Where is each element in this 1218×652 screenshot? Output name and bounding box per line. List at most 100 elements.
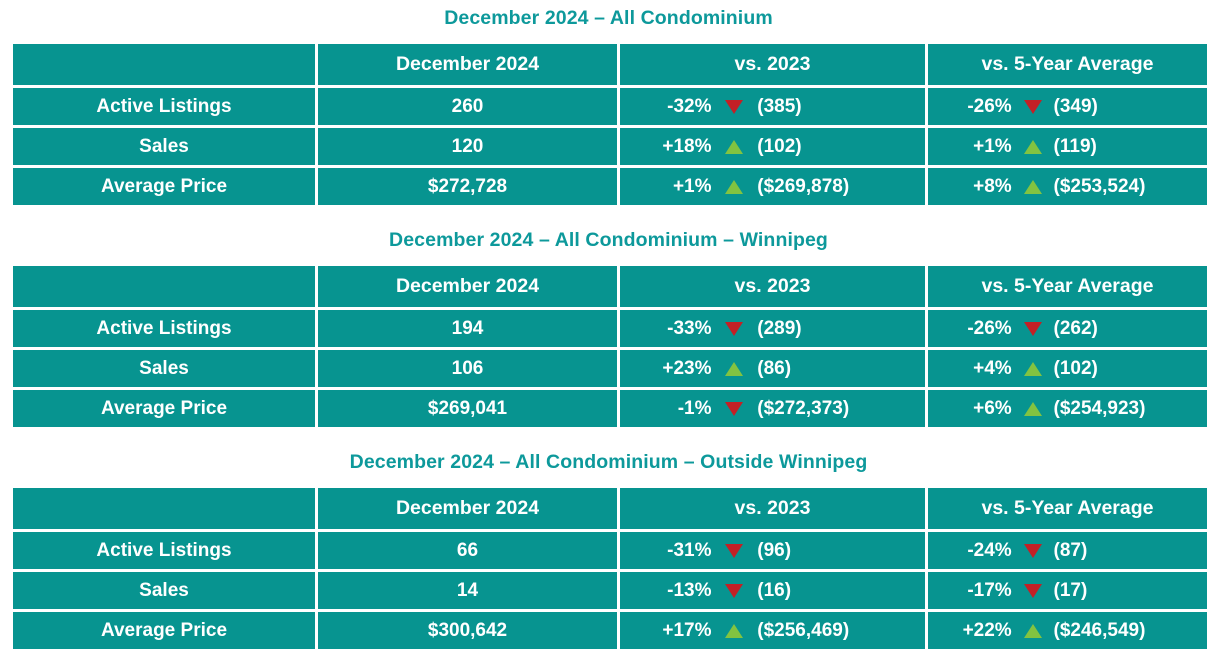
vs-5yr-cell: -26% (262) <box>925 307 1210 350</box>
triangle-down-icon <box>1023 543 1042 558</box>
vs-2023-cell: +18% (102) <box>617 125 928 168</box>
percent-change: +8% <box>973 175 1012 197</box>
triangle-down-icon <box>1023 321 1042 336</box>
vs-2023-cell: +17% ($256,469) <box>617 609 928 652</box>
december-value: $269,041 <box>315 387 620 430</box>
triangle-up-icon <box>1023 623 1042 638</box>
percent-change: -26% <box>967 95 1012 117</box>
vs-5yr-cell: +1% (119) <box>925 125 1210 168</box>
vs-2023-cell: -33% (289) <box>617 307 928 350</box>
table-row: Average Price $272,728 +1% ($269,878) +8… <box>10 165 1210 208</box>
table-row: Sales 120 +18% (102) +1% (119) <box>10 125 1210 168</box>
triangle-down-icon <box>725 99 744 114</box>
percent-change: +23% <box>662 357 712 379</box>
percent-change: +4% <box>973 357 1012 379</box>
section-all-condominium: December 2024 – All Condominium December… <box>10 7 1210 208</box>
col-header-vs-5yr: vs. 5-Year Average <box>925 263 1210 310</box>
reference-value: ($272,373) <box>757 397 850 419</box>
table-title: December 2024 – All Condominium – Outsid… <box>349 451 868 473</box>
vs-5yr-cell: +6% ($254,923) <box>925 387 1210 430</box>
corner-cell <box>10 41 318 88</box>
row-label: Average Price <box>10 609 318 652</box>
triangle-up-icon <box>725 139 744 154</box>
december-value: 66 <box>315 529 620 572</box>
triangle-up-icon <box>1023 361 1042 376</box>
reference-value: (87) <box>1053 539 1088 561</box>
row-label: Active Listings <box>10 307 318 350</box>
col-header-vs-2023: vs. 2023 <box>617 263 928 310</box>
corner-cell <box>10 263 318 310</box>
header-row: December 2024 vs. 2023 vs. 5-Year Averag… <box>10 485 1210 532</box>
december-value: 194 <box>315 307 620 350</box>
triangle-up-icon <box>725 623 744 638</box>
percent-change: +1% <box>672 175 712 197</box>
vs-5yr-cell: +22% ($246,549) <box>925 609 1210 652</box>
triangle-down-icon <box>725 543 744 558</box>
corner-cell <box>10 485 318 532</box>
december-value: $272,728 <box>315 165 620 208</box>
percent-change: -17% <box>967 579 1012 601</box>
reference-value: ($269,878) <box>757 175 850 197</box>
row-label: Average Price <box>10 387 318 430</box>
table-title: December 2024 – All Condominium – Winnip… <box>389 229 828 251</box>
table-row: Active Listings 66 -31% (96) -24% <box>10 529 1210 572</box>
table-row: Active Listings 260 -32% (385) -26% <box>10 85 1210 128</box>
stats-table-winnipeg: December 2024 vs. 2023 vs. 5-Year Averag… <box>10 263 1210 430</box>
table-row: Average Price $269,041 -1% ($272,373) +6… <box>10 387 1210 430</box>
row-label: Sales <box>10 347 318 390</box>
reference-value: (119) <box>1053 135 1097 157</box>
percent-change: +18% <box>662 135 712 157</box>
reference-value: (262) <box>1053 317 1098 339</box>
section-winnipeg: December 2024 – All Condominium – Winnip… <box>10 229 1210 430</box>
vs-5yr-cell: +8% ($253,524) <box>925 165 1210 208</box>
december-value: 106 <box>315 347 620 390</box>
reference-value: (16) <box>757 579 792 601</box>
row-label: Sales <box>10 125 318 168</box>
reference-value: ($256,469) <box>757 619 850 641</box>
triangle-up-icon <box>725 361 744 376</box>
vs-2023-cell: -32% (385) <box>617 85 928 128</box>
header-row: December 2024 vs. 2023 vs. 5-Year Averag… <box>10 263 1210 310</box>
stats-table-outside-winnipeg: December 2024 vs. 2023 vs. 5-Year Averag… <box>10 485 1210 652</box>
reference-value: (86) <box>757 357 792 379</box>
triangle-down-icon <box>725 583 744 598</box>
vs-2023-cell: +23% (86) <box>617 347 928 390</box>
reference-value: (102) <box>757 135 802 157</box>
december-value: 14 <box>315 569 620 612</box>
table-row: Sales 14 -13% (16) -17% (17) <box>10 569 1210 612</box>
col-header-vs-5yr: vs. 5-Year Average <box>925 41 1210 88</box>
col-header-december: December 2024 <box>315 263 620 310</box>
vs-2023-cell: -31% (96) <box>617 529 928 572</box>
table-row: Sales 106 +23% (86) +4% (102) <box>10 347 1210 390</box>
triangle-down-icon <box>725 401 744 416</box>
header-row: December 2024 vs. 2023 vs. 5-Year Averag… <box>10 41 1210 88</box>
table-row: Average Price $300,642 +17% ($256,469) +… <box>10 609 1210 652</box>
vs-2023-cell: -13% (16) <box>617 569 928 612</box>
row-label: Active Listings <box>10 529 318 572</box>
triangle-up-icon <box>1023 179 1042 194</box>
percent-change: -13% <box>667 579 712 601</box>
vs-5yr-cell: -24% (87) <box>925 529 1210 572</box>
percent-change: -31% <box>667 539 712 561</box>
percent-change: -33% <box>667 317 712 339</box>
reference-value: (289) <box>757 317 802 339</box>
reference-value: (96) <box>757 539 792 561</box>
triangle-down-icon <box>1023 99 1042 114</box>
reference-value: (102) <box>1053 357 1098 379</box>
december-value: 120 <box>315 125 620 168</box>
percent-change: +22% <box>962 619 1012 641</box>
col-header-december: December 2024 <box>315 485 620 532</box>
col-header-vs-5yr: vs. 5-Year Average <box>925 485 1210 532</box>
col-header-vs-2023: vs. 2023 <box>617 41 928 88</box>
percent-change: -32% <box>667 95 712 117</box>
percent-change: +1% <box>973 135 1012 157</box>
december-value: $300,642 <box>315 609 620 652</box>
col-header-december: December 2024 <box>315 41 620 88</box>
percent-change: -24% <box>967 539 1012 561</box>
section-outside-winnipeg: December 2024 – All Condominium – Outsid… <box>10 451 1210 652</box>
reference-value: (385) <box>757 95 802 117</box>
table-row: Active Listings 194 -33% (289) -26% <box>10 307 1210 350</box>
percent-change: -1% <box>677 397 712 419</box>
triangle-up-icon <box>725 179 744 194</box>
percent-change: +17% <box>662 619 712 641</box>
